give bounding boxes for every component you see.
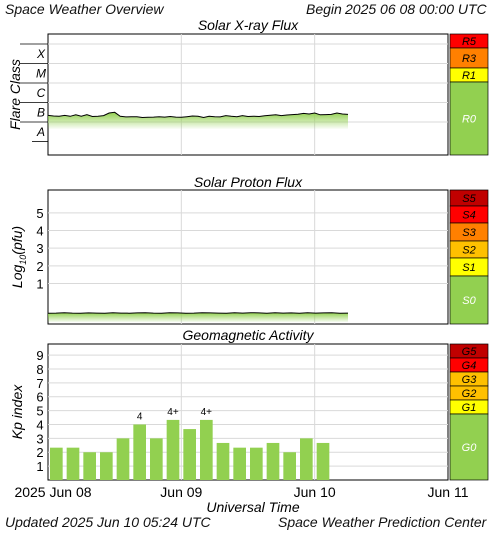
begin-label: Begin <box>306 1 342 17</box>
panel-title-3: Geomagnetic Activity <box>183 327 315 343</box>
scale-label-R3: R3 <box>462 53 477 65</box>
x-tick-label-3: Jun 11 <box>428 484 469 500</box>
scale-label-S1: S1 <box>462 262 475 274</box>
plot-frame-2 <box>47 189 449 325</box>
x-tick-label-0: 2025 Jun 08 <box>14 484 91 500</box>
scale-label-S4: S4 <box>462 210 475 222</box>
kp-bar-16 <box>316 442 330 480</box>
scale-bar-3: G5 G4 G3 G2 G1 G0 <box>449 343 489 481</box>
kp-bar-4 <box>116 438 130 480</box>
y-tick-label-5: 5 <box>36 404 43 419</box>
y-tick-label-8: 8 <box>36 362 43 377</box>
y-tick-label-5: 5 <box>36 206 43 221</box>
xray-flux-line <box>47 111 349 119</box>
scale-label-G4: G4 <box>462 360 477 372</box>
kp-bar-3 <box>100 452 113 480</box>
y-tick-label-4: 4 <box>36 417 43 432</box>
scale-label-G2: G2 <box>462 388 477 400</box>
y-tick-label-4: 4 <box>36 224 43 239</box>
y-tick-label-B: B <box>37 105 45 119</box>
scale-band-R0 <box>449 81 489 156</box>
page-title: Space Weather Overview <box>5 1 164 17</box>
kp-bar-5 <box>133 424 146 480</box>
kp-bar-label-5: 4 <box>137 411 143 422</box>
kp-bar-13 <box>266 442 280 480</box>
scale-band-S0 <box>449 275 489 325</box>
x-tick-label-2: Jun 10 <box>294 484 336 500</box>
updated-time: 2025 Jun 10 05:24 UTC <box>62 514 211 530</box>
scale-bar-1: R5 R3 R1 R0 <box>449 33 489 156</box>
scale-band-G0 <box>449 413 489 481</box>
y-tick-label-7: 7 <box>36 376 43 391</box>
kp-bar-8 <box>183 429 196 480</box>
y-tick-label-1: 1 <box>36 459 43 474</box>
x-tick-label-1: Jun 09 <box>160 484 202 500</box>
panel-title-2: Solar Proton Flux <box>194 174 303 190</box>
scale-label-R1: R1 <box>462 70 476 82</box>
y-axis-label-xray: Flare Class <box>7 59 23 130</box>
y-axis-label-proton: Log10(pfu) <box>9 226 28 288</box>
scale-label-G5: G5 <box>462 346 478 358</box>
y-tick-label-2: 2 <box>36 259 43 274</box>
begin-time: 2025 06 08 00:00 UTC <box>345 1 487 17</box>
kp-bar-2 <box>83 452 96 480</box>
scale-label-G3: G3 <box>462 374 478 386</box>
scale-label-S3: S3 <box>462 227 476 239</box>
kp-bar-1 <box>66 447 80 480</box>
scale-label-R5: R5 <box>462 36 477 48</box>
y-tick-label-3: 3 <box>36 241 43 256</box>
kp-bar-0 <box>50 447 63 480</box>
y-tick-label-9: 9 <box>36 348 43 363</box>
kp-bar-15 <box>300 438 313 480</box>
plot-frame-3 <box>47 343 449 481</box>
kp-bar-10 <box>216 442 230 480</box>
y-tick-label-M: M <box>36 66 46 80</box>
y-tick-label-X: X <box>36 47 46 61</box>
kp-bar-12 <box>250 447 263 480</box>
ylabel-subscript: 10 <box>18 255 28 265</box>
scale-label-G0: G0 <box>462 442 478 454</box>
y-tick-label-6: 6 <box>36 390 43 405</box>
scale-label-R0: R0 <box>462 114 477 126</box>
xray-flux-area <box>48 112 348 129</box>
y-tick-label-1: 1 <box>36 276 43 291</box>
y-tick-label-C: C <box>37 86 46 100</box>
scale-label-S5: S5 <box>462 193 476 205</box>
kp-bar-11 <box>233 447 246 480</box>
source-credit: Space Weather Prediction Center <box>278 514 487 530</box>
scale-label-G1: G1 <box>462 402 477 414</box>
panel-title-1: Solar X-ray Flux <box>198 17 299 33</box>
y-tick-label-2: 2 <box>36 445 43 460</box>
ylabel-unit: (pfu) <box>9 226 25 255</box>
kp-bar-6 <box>150 438 163 480</box>
plot-frame-1 <box>47 33 449 156</box>
scale-label-S2: S2 <box>462 245 475 257</box>
y-tick-label-3: 3 <box>36 431 43 446</box>
proton-flux-area <box>48 312 348 323</box>
updated-label: Updated <box>5 514 58 530</box>
scale-label-S0: S0 <box>462 295 476 307</box>
ylabel-log: Log <box>9 265 25 289</box>
proton-flux-line <box>47 312 349 314</box>
y-axis-label-kp: Kp index <box>9 384 25 439</box>
kp-bar-label-7: 4+ <box>167 407 179 418</box>
kp-bar-9 <box>200 419 213 480</box>
kp-bar-14 <box>283 452 296 480</box>
y-tick-label-A: A <box>36 125 45 139</box>
kp-bar-7 <box>166 419 180 480</box>
x-axis-label: Universal Time <box>206 499 299 515</box>
kp-bar-label-9: 4+ <box>201 407 213 418</box>
scale-bar-2: S5 S4 S3 S2 S1 S0 <box>449 189 489 325</box>
